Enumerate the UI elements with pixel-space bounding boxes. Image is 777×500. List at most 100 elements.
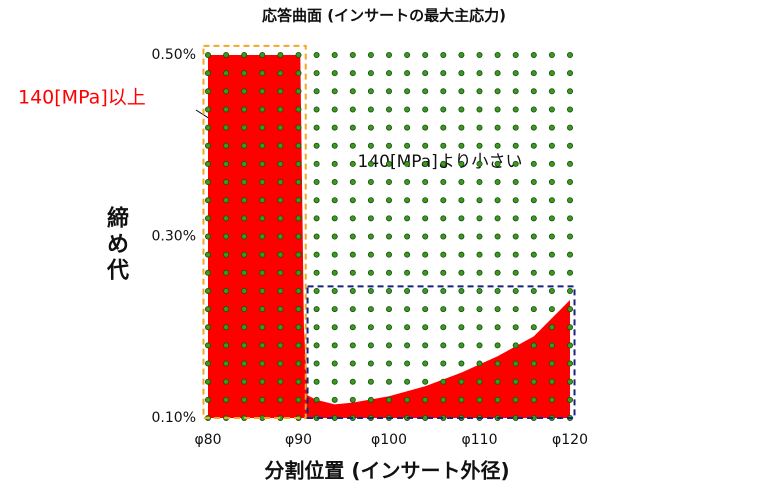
sample-point [223, 269, 230, 276]
sample-point [530, 160, 537, 167]
sample-point [404, 160, 411, 167]
sample-point [385, 70, 392, 77]
sample-point [204, 124, 211, 131]
sample-point [204, 233, 211, 240]
sample-point [458, 179, 465, 186]
sample-point [313, 142, 320, 149]
sample-point [223, 287, 230, 294]
sample-point [385, 287, 392, 294]
sample-point [530, 106, 537, 113]
sample-point [259, 160, 266, 167]
sample-point [440, 124, 447, 131]
sample-point [440, 106, 447, 113]
sample-point [512, 306, 519, 313]
sample-point [494, 179, 501, 186]
sample-point [404, 269, 411, 276]
sample-point [204, 160, 211, 167]
sample-point [404, 396, 411, 403]
sample-point [458, 215, 465, 222]
sample-point [259, 197, 266, 204]
sample-point [404, 378, 411, 385]
sample-point [422, 378, 429, 385]
sample-point [313, 251, 320, 258]
sample-point [530, 324, 537, 331]
sample-point [241, 378, 248, 385]
sample-point [295, 142, 302, 149]
sample-point [548, 142, 555, 149]
sample-point [241, 52, 248, 59]
sample-point [458, 378, 465, 385]
sample-point [567, 106, 574, 113]
sample-point [567, 324, 574, 331]
sample-point [476, 179, 483, 186]
sample-point [530, 360, 537, 367]
sample-point [530, 197, 537, 204]
sample-point [313, 215, 320, 222]
sample-point [494, 70, 501, 77]
sample-point [567, 269, 574, 276]
sample-point [295, 360, 302, 367]
sample-point [440, 324, 447, 331]
sample-point [494, 396, 501, 403]
sample-point [476, 306, 483, 313]
sample-point [204, 396, 211, 403]
sample-point [385, 160, 392, 167]
sample-point [458, 197, 465, 204]
sample-point [548, 70, 555, 77]
sample-point [277, 396, 284, 403]
sample-point [259, 179, 266, 186]
sample-point [494, 215, 501, 222]
sample-point [476, 324, 483, 331]
sample-point [295, 233, 302, 240]
sample-point [313, 160, 320, 167]
sample-point [367, 88, 374, 95]
sample-point [530, 88, 537, 95]
sample-point [277, 269, 284, 276]
sample-point [476, 360, 483, 367]
sample-point [494, 197, 501, 204]
sample-point [548, 179, 555, 186]
sample-point [223, 324, 230, 331]
sample-point [458, 160, 465, 167]
sample-point [259, 124, 266, 131]
sample-point [259, 360, 266, 367]
sample-point [277, 52, 284, 59]
sample-point [349, 342, 356, 349]
sample-point [494, 306, 501, 313]
sample-point [512, 88, 519, 95]
sample-point [349, 106, 356, 113]
sample-point [331, 342, 338, 349]
sample-point [512, 287, 519, 294]
sample-point [440, 197, 447, 204]
sample-point [241, 197, 248, 204]
sample-point [295, 269, 302, 276]
sample-point [567, 142, 574, 149]
sample-point [567, 160, 574, 167]
sample-point [440, 378, 447, 385]
sample-point [295, 251, 302, 258]
sample-point [295, 324, 302, 331]
sample-point [385, 197, 392, 204]
sample-point [331, 52, 338, 59]
sample-point [458, 269, 465, 276]
sample-point [349, 378, 356, 385]
sample-point [349, 306, 356, 313]
sample-point [223, 215, 230, 222]
sample-point [277, 160, 284, 167]
x-tick-label: φ100 [371, 432, 407, 448]
sample-point [476, 160, 483, 167]
sample-point [367, 251, 374, 258]
sample-point [295, 160, 302, 167]
sample-point [548, 342, 555, 349]
sample-point [530, 396, 537, 403]
sample-point [458, 342, 465, 349]
sample-point [349, 360, 356, 367]
sample-point [567, 197, 574, 204]
sample-point [530, 52, 537, 59]
sample-point [331, 124, 338, 131]
y-axis-label: 締め代 [103, 205, 130, 284]
sample-point [223, 306, 230, 313]
sample-point [530, 233, 537, 240]
x-tick-label: φ120 [552, 432, 588, 448]
